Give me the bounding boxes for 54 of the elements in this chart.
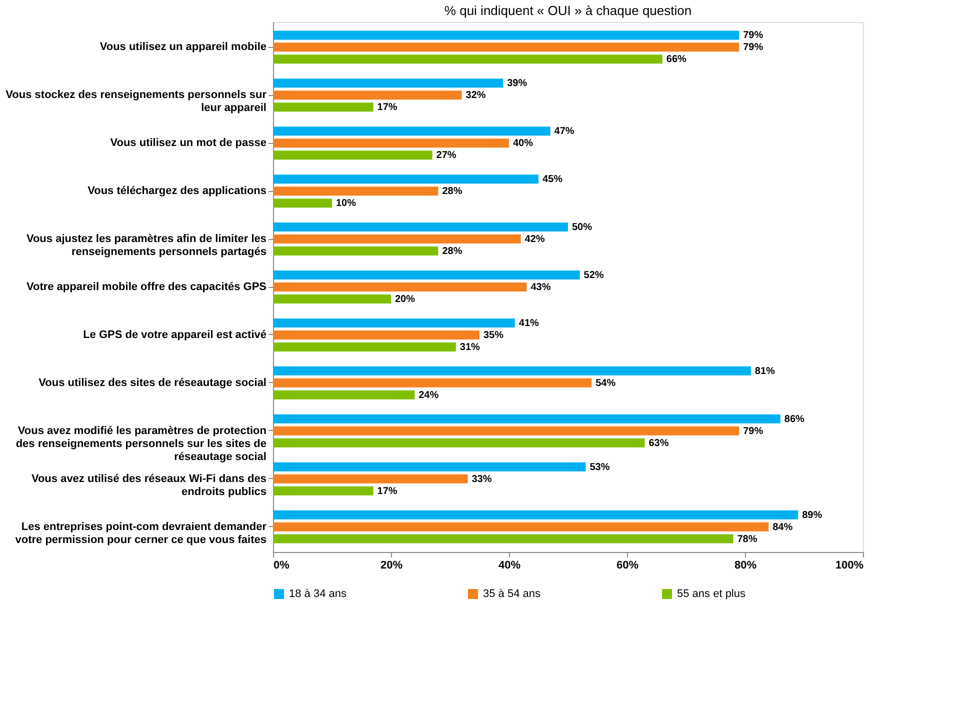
data-label: 42% (524, 234, 545, 246)
legend-label: 55 ans et plus (677, 588, 746, 600)
x-tick-label: 0% (274, 560, 290, 572)
data-label: 79% (743, 30, 764, 42)
x-tick-label: 80% (734, 560, 757, 572)
data-label: 63% (648, 438, 669, 449)
y-tick-label: Votre appareil mobile offre des capacités GPS (26, 281, 266, 293)
y-tick-label: Vous utilisez un appareil mobile (100, 41, 266, 54)
data-label: 33% (472, 474, 492, 485)
chart-title: % qui indiquent « OUI » à chaque question (444, 3, 692, 18)
data-label: 27% (436, 150, 456, 162)
data-label: 50% (572, 222, 592, 234)
data-label: 78% (737, 534, 758, 545)
x-tick-label: 60% (616, 560, 639, 572)
y-tick-label: Vous utilisez des sites de réseautage social (38, 376, 266, 389)
legend-label: 18 à 34 ans (289, 588, 347, 600)
y-tick-label: Les entreprises point-com devraient demander votre permission pour cerner ce que vous faites (15, 520, 268, 546)
data-label: 28% (442, 246, 462, 258)
data-label: 10% (336, 198, 356, 210)
data-label: 66% (666, 54, 687, 66)
y-tick-label: Vous stockez des renseignements personnels sur leur appareil (6, 89, 268, 114)
data-label: 43% (530, 282, 551, 293)
legend-label: 35 à 54 ans (483, 588, 541, 600)
x-tick-label: 100% (835, 560, 864, 572)
data-label: 32% (466, 90, 486, 102)
data-label: 53% (590, 462, 610, 473)
data-label: 39% (507, 78, 528, 90)
data-label: 20% (395, 294, 416, 305)
x-tick-label: 20% (380, 560, 403, 572)
data-label: 54% (596, 378, 616, 389)
data-label: 17% (377, 102, 398, 114)
data-label: 41% (518, 318, 540, 329)
data-label: 89% (802, 510, 822, 521)
data-label: 40% (513, 138, 534, 150)
x-tick-label: 40% (498, 560, 521, 572)
y-tick-label: Le GPS de votre appareil est activé (83, 328, 266, 341)
data-label: 81% (754, 366, 776, 377)
data-label: 45% (542, 174, 563, 186)
data-label: 47% (554, 126, 574, 138)
data-label: 79% (743, 426, 764, 437)
data-label: 24% (418, 390, 439, 401)
y-tick-label: Vous utilisez un mot de passe (110, 137, 266, 150)
y-tick-label: Vous avez utilisé des réseaux Wi-Fi dans des endroits publics (31, 472, 266, 498)
data-label: 79% (743, 42, 764, 54)
y-tick-label: Vous téléchargez des applications (88, 185, 266, 198)
data-label: 52% (584, 270, 604, 282)
data-label: 31% (460, 342, 480, 353)
data-label: 84% (772, 522, 793, 533)
data-label: 28% (442, 186, 462, 198)
data-label: 35% (484, 330, 504, 341)
data-label: 17% (377, 486, 398, 497)
y-tick-label: Vous ajustez les paramètres afin de limiter les renseignements personnels partagés (26, 233, 266, 258)
data-label: 86% (784, 414, 805, 425)
y-tick-label: Vous avez modifié les paramètres de protection des renseignements personnels sur les sites de réseautage social (16, 424, 267, 463)
